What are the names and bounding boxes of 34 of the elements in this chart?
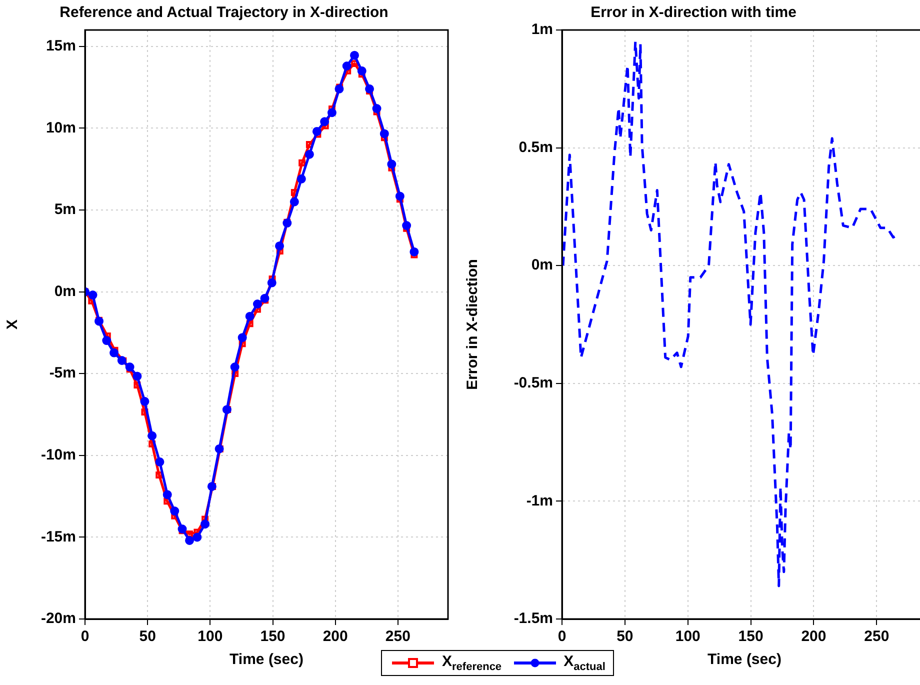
x-tick-label: 250 bbox=[385, 628, 410, 646]
x-tick-label: 0 bbox=[80, 628, 90, 646]
x-tick-label: 150 bbox=[738, 628, 764, 646]
y-tick-label: 15m bbox=[46, 38, 76, 54]
y-tick-label: -10m bbox=[40, 446, 76, 464]
x-tick-label: 50 bbox=[139, 628, 156, 646]
x-tick-label: 0 bbox=[558, 628, 566, 646]
y-axis-title: Error in X-diection bbox=[464, 259, 482, 390]
legend-label: X$_{reference}$ bbox=[442, 653, 502, 673]
y-tick-label: -15m bbox=[40, 528, 76, 546]
x-tick-label: 50 bbox=[616, 628, 634, 646]
x-tick-label: 200 bbox=[322, 628, 348, 646]
x-axis-title: Time (sec) bbox=[708, 651, 782, 668]
x-tick-label: 200 bbox=[801, 628, 826, 646]
y-tick-label: -20m bbox=[40, 610, 76, 628]
chart-title: Reference and Actual Trajectory in X-direction bbox=[60, 4, 388, 22]
y-tick-label: 10m bbox=[46, 119, 76, 136]
chart-title: Error in X-direction with time bbox=[590, 4, 796, 22]
y-axis-title: X bbox=[4, 319, 22, 330]
y-tick-label: 0m bbox=[531, 256, 553, 274]
x-tick-label: 100 bbox=[198, 628, 223, 646]
y-tick-label: -5m bbox=[49, 364, 76, 382]
y-tick-label: 1m bbox=[531, 21, 553, 38]
x-tick-label: 100 bbox=[675, 628, 700, 646]
x-tick-label: 150 bbox=[260, 628, 286, 646]
y-tick-label: -1m bbox=[526, 492, 553, 510]
legend-label: X$_{actual}$ bbox=[564, 653, 606, 673]
x-axis-title: Time (sec) bbox=[230, 651, 304, 668]
y-tick-label: 0m bbox=[54, 282, 76, 300]
y-tick-label: -0.5m bbox=[514, 374, 553, 392]
y-tick-label: 0.5m bbox=[518, 138, 553, 156]
x-tick-label: 250 bbox=[864, 628, 890, 646]
y-tick-label: 5m bbox=[54, 201, 76, 218]
y-tick-label: -1.5m bbox=[514, 610, 553, 628]
